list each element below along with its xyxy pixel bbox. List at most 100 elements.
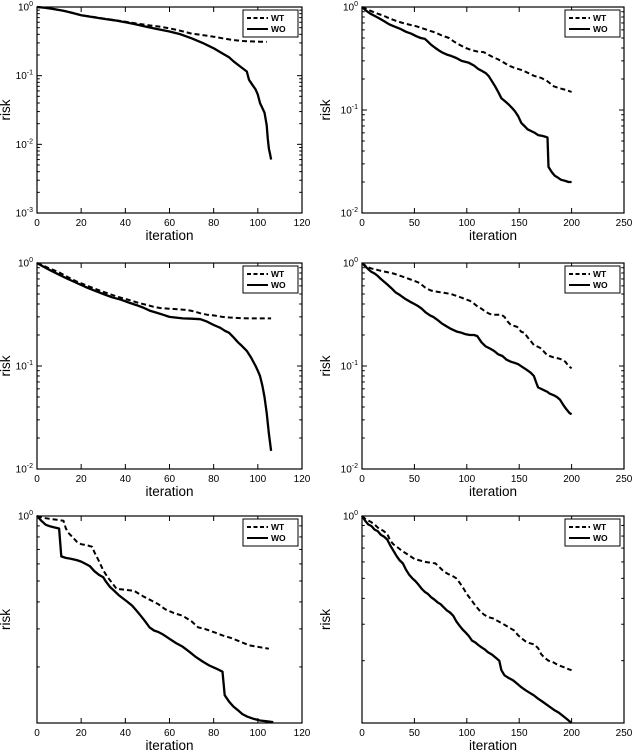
subplot-bottom-right: 0 50 100 150 200 250 100 WT WO iteration risk	[320, 500, 640, 750]
x-axis-label: iteration	[145, 738, 193, 750]
x-tick-label: 20	[76, 728, 88, 739]
subplot-middle-right: 0 50 100 150 200 250 10-2 10-1 100 WT WO iteration r…	[320, 250, 640, 500]
x-tick-label: 50	[409, 728, 421, 739]
wo-curve	[36, 261, 273, 452]
y-tick-label: 100	[343, 257, 358, 270]
x-tick-label: 20	[76, 218, 88, 229]
plot-box	[361, 6, 625, 214]
x-tick-label: 250	[616, 474, 633, 485]
wt-curve	[361, 262, 573, 370]
x-tick-label: 120	[294, 218, 311, 229]
x-tick-label: 120	[294, 474, 311, 485]
x-tick-label: 150	[511, 474, 528, 485]
y-tick-label: 10-2	[341, 207, 358, 220]
x-axis-label: iteration	[469, 484, 517, 499]
x-tick-label: 0	[359, 474, 365, 485]
legend-box	[564, 518, 621, 547]
x-tick-label: 40	[120, 218, 132, 229]
legend-box	[242, 518, 299, 547]
y-tick-label: 100	[18, 257, 33, 270]
wo-curve	[361, 262, 573, 416]
wo-curve	[36, 5, 273, 160]
y-tick-label: 100	[18, 510, 33, 523]
legend-box	[242, 265, 299, 294]
x-tick-label: 120	[294, 728, 311, 739]
legend-label: WT	[593, 522, 607, 532]
x-tick-label: 60	[164, 474, 176, 485]
legend-label: WT	[271, 522, 285, 532]
x-tick-label: 100	[458, 218, 475, 229]
legend-label: WO	[593, 280, 608, 290]
legend-label: WT	[593, 269, 607, 279]
y-tick-label: 10-2	[16, 138, 33, 151]
x-tick-label: 100	[249, 728, 266, 739]
x-tick-label: 0	[34, 474, 40, 485]
x-tick-label: 40	[120, 474, 132, 485]
wo-curve	[361, 515, 573, 724]
subplot-top-right: 0 50 100 150 200 250 10-2 10-1 100 WT WO iteration r…	[320, 0, 640, 250]
legend-box	[564, 265, 621, 294]
y-axis-label: risk	[320, 609, 333, 630]
x-tick-label: 0	[34, 728, 40, 739]
y-axis-label: risk	[320, 355, 333, 376]
subplot-middle-left: 0 20 40 60 80 100 120 10-2 10-1 100 WT WO iteration r…	[0, 250, 320, 500]
x-tick-label: 60	[164, 728, 176, 739]
wo-curve	[361, 6, 572, 184]
plot-box	[36, 515, 303, 724]
plot-box	[36, 262, 303, 470]
legend-box	[242, 9, 299, 38]
y-tick-label: 100	[343, 510, 358, 523]
wt-curve	[361, 515, 572, 672]
legend-label: WT	[271, 13, 285, 23]
x-tick-label: 100	[249, 218, 266, 229]
x-tick-label: 80	[208, 474, 220, 485]
wt-curve	[361, 6, 572, 93]
y-axis-label: risk	[320, 99, 333, 120]
x-tick-label: 250	[616, 218, 633, 229]
y-tick-label: 100	[18, 1, 33, 14]
y-tick-label: 100	[343, 1, 358, 14]
y-tick-label: 10-1	[16, 360, 33, 373]
y-tick-label: 10-1	[341, 104, 358, 117]
legend-label: WO	[271, 280, 286, 290]
y-tick-label: 10-3	[16, 207, 33, 220]
legend-label: WO	[593, 533, 608, 543]
y-tick-label: 10-1	[341, 360, 358, 373]
x-tick-label: 150	[511, 218, 528, 229]
subplot-bottom-left: 0 20 40 60 80 100 120 100 WT WO iteration risk	[0, 500, 320, 750]
x-tick-label: 250	[616, 728, 633, 739]
x-tick-label: 20	[76, 474, 88, 485]
legend-label: WT	[271, 269, 285, 279]
x-axis-label: iteration	[469, 738, 517, 750]
x-tick-label: 50	[409, 218, 421, 229]
y-axis-label: risk	[0, 355, 13, 376]
y-tick-label: 10-2	[341, 463, 358, 476]
x-axis-label: iteration	[145, 484, 193, 499]
y-axis-label: risk	[0, 99, 13, 120]
wo-curve	[36, 515, 274, 724]
legend-box	[564, 9, 621, 38]
x-tick-label: 200	[563, 728, 580, 739]
x-tick-label: 200	[563, 474, 580, 485]
x-axis-label: iteration	[145, 228, 193, 243]
x-tick-label: 60	[164, 218, 176, 229]
x-tick-label: 100	[458, 728, 475, 739]
x-tick-label: 150	[511, 728, 528, 739]
x-axis-label: iteration	[469, 228, 517, 243]
legend-label: WO	[593, 24, 608, 34]
x-tick-label: 200	[563, 218, 580, 229]
x-tick-label: 0	[359, 728, 365, 739]
legend-label: WO	[271, 24, 286, 34]
x-tick-label: 0	[359, 218, 365, 229]
plot-box	[361, 515, 625, 724]
